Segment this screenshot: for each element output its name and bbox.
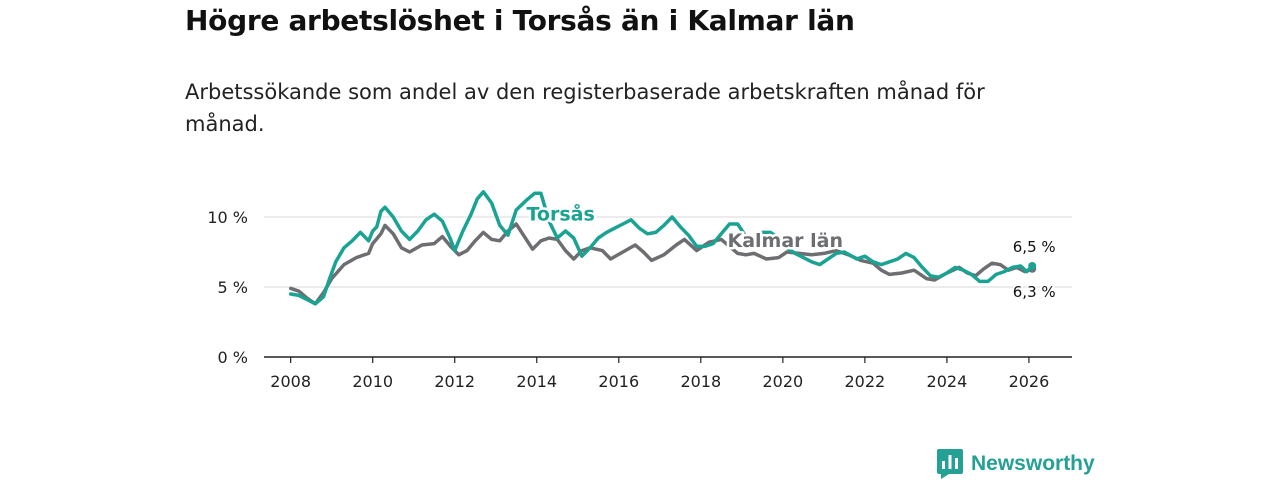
x-axis: 2008 2010 2012 2014 2016 2018 2020 2022 2024 2026	[264, 356, 1072, 391]
x-tick-label: 2020	[762, 372, 803, 391]
series-label-kalmar-l-n: Kalmar län	[727, 230, 843, 252]
x-tick-label: 2014	[516, 372, 557, 391]
x-tick-label: 2010	[352, 372, 393, 391]
series-lines	[288, 190, 1037, 306]
chart-subtitle: Arbetssökande som andel av den registerb…	[185, 80, 985, 136]
line-chart: 0 %5 %10 % 2008 2010 2012 2014 2016 2018 2020 2…	[207, 190, 1072, 391]
y-tick-label: 5 %	[218, 278, 248, 297]
y-axis-labels: 0 % 5 % 10 %	[207, 208, 248, 367]
series-line-kalmar-l-n	[288, 222, 1034, 306]
end-value-label-tors-s: 6,5 %	[1013, 238, 1056, 256]
chart-title: Högre arbetslöshet i Torsås än i Kalmar …	[185, 4, 855, 37]
brand-name: Newsworthy	[971, 452, 1095, 475]
bar-chart-icon	[937, 449, 963, 479]
series-line-tors-s	[288, 190, 1034, 306]
y-tick-label: 10 %	[207, 208, 248, 227]
series-end-point-tors-s	[1028, 262, 1037, 270]
x-tick-label: 2018	[680, 372, 721, 391]
end-value-label-kalmar-l-n: 6,3 %	[1013, 283, 1056, 301]
y-tick-label: 0 %	[218, 348, 248, 367]
x-tick-label: 2022	[845, 372, 886, 391]
gridlines	[264, 216, 1072, 288]
x-tick-label: 2026	[1009, 372, 1050, 391]
series-labels: Kalmar län 6,3 % Torsås 6,5 %	[524, 199, 1058, 303]
series-label-tors-s: Torsås	[526, 202, 594, 226]
x-tick-label: 2024	[927, 372, 968, 391]
x-tick-label: 2012	[434, 372, 475, 391]
x-tick-label: 2008	[270, 372, 311, 391]
brand-logo: Newsworthy	[937, 448, 1095, 480]
x-tick-label: 2016	[598, 372, 639, 391]
